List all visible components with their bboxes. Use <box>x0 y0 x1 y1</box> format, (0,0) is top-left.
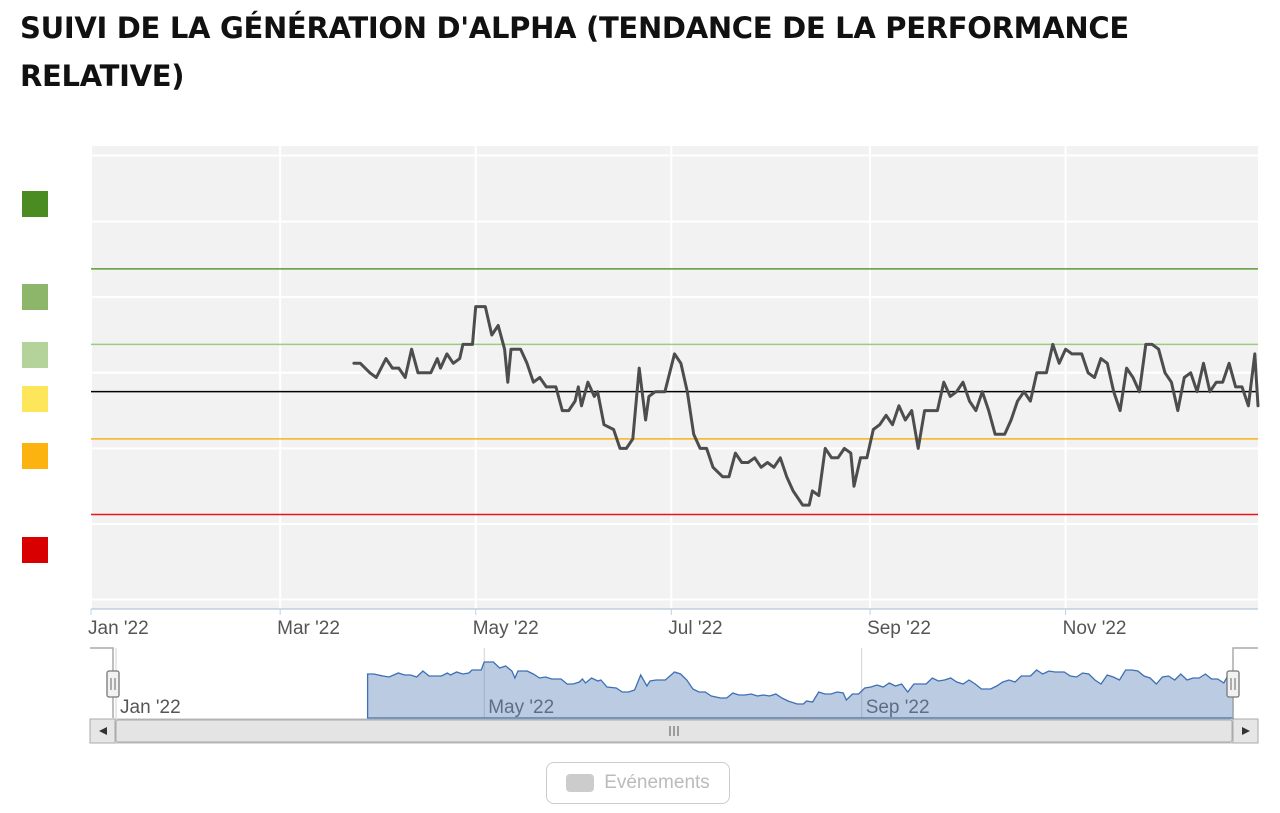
page-title: SUIVI DE LA GÉNÉRATION D'ALPHA (TENDANCE… <box>20 11 1129 93</box>
events-legend-label: Evénements <box>604 772 710 793</box>
scrollbar-right-arrow <box>1242 727 1250 735</box>
scrollbar-left-arrow <box>99 727 107 735</box>
navigator-tick-label: May '22 <box>488 697 554 718</box>
navigator-tick-label: Sep '22 <box>866 697 930 718</box>
x-tick-label: Nov '22 <box>1063 618 1127 639</box>
series-line <box>352 305 1260 507</box>
band-light-green-swatch <box>22 342 48 368</box>
events-legend-toggle[interactable]: Evénements <box>546 762 730 804</box>
handle-body <box>1226 670 1240 698</box>
navigator-area <box>366 661 1234 719</box>
x-tick-label: Jul '22 <box>668 618 722 639</box>
band-red-swatch <box>22 537 48 563</box>
plot-background <box>91 146 1258 609</box>
x-tick-label: Jan '22 <box>88 618 149 639</box>
band-dark-green-swatch <box>22 191 48 217</box>
band-orange-swatch <box>22 443 48 469</box>
x-tick-label: Sep '22 <box>867 618 931 639</box>
band-yellow-swatch <box>22 386 48 412</box>
x-tick-label: Mar '22 <box>277 618 340 639</box>
navigator-tick-label: Jan '22 <box>120 697 181 718</box>
navigator-right-handle[interactable] <box>1226 670 1240 698</box>
events-legend-swatch <box>566 774 595 792</box>
navigator-left-handle[interactable] <box>106 670 120 698</box>
band-medium-green-swatch <box>22 284 48 310</box>
x-tick-label: May '22 <box>473 618 539 639</box>
handle-body <box>106 670 120 698</box>
